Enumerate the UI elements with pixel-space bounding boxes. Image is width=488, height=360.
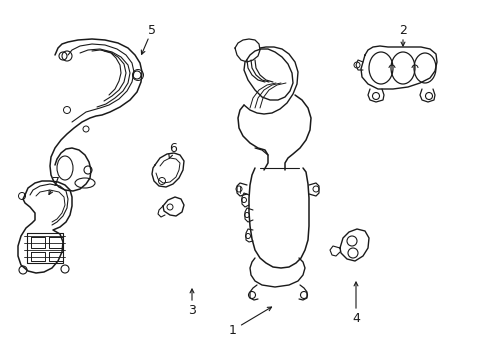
Text: 2: 2: [398, 23, 406, 36]
Text: 4: 4: [351, 311, 359, 324]
Text: 5: 5: [148, 23, 156, 36]
Text: 6: 6: [169, 141, 177, 154]
Text: 1: 1: [228, 324, 237, 337]
Text: 3: 3: [188, 303, 196, 316]
Text: 7: 7: [52, 175, 60, 189]
